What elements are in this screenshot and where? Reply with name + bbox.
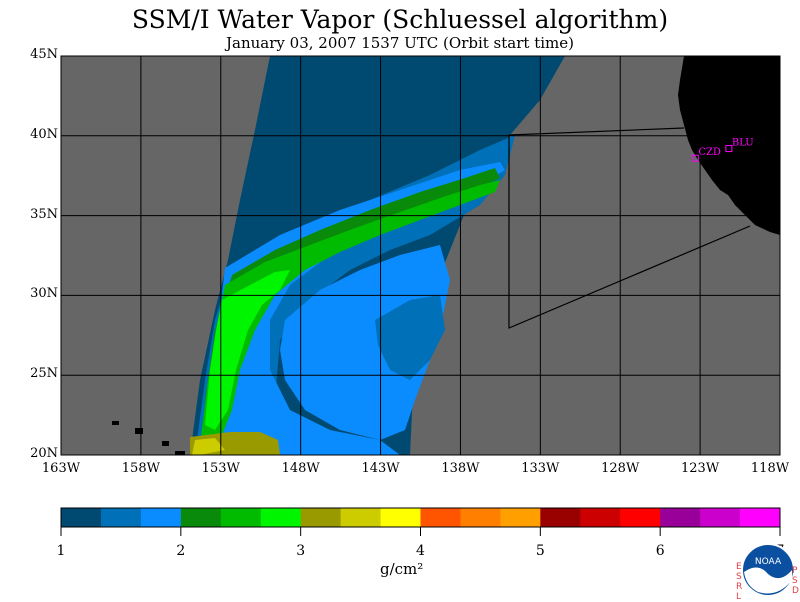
longitude-label: 148W: [281, 461, 320, 476]
longitude-label: 158W: [121, 461, 160, 476]
colorbar-swatch: [540, 508, 581, 527]
colorbar-tick-label: 6: [655, 543, 665, 559]
latitude-label: 25N: [30, 366, 58, 382]
colorbar-swatch: [700, 508, 741, 527]
colorbar-swatch: [500, 508, 541, 527]
grid-lines: [61, 56, 780, 455]
swath-band-brightgreen: [205, 270, 290, 430]
latitude-label: 30N: [30, 286, 58, 302]
colorbar-swatch: [620, 508, 661, 527]
colorbar-swatch: [300, 508, 342, 527]
longitude-label: 128W: [601, 461, 640, 476]
colorbar-swatch: [580, 508, 621, 527]
latitude-label: 35N: [30, 206, 58, 222]
colorbar-swatch: [220, 508, 262, 527]
longitude-label: 143W: [361, 461, 400, 476]
land-island-2: [135, 428, 143, 434]
colorbar-tick-label: 1: [56, 543, 66, 559]
station-marker: [725, 145, 733, 153]
region-boundary-2: [508, 135, 751, 329]
longitude-label: 153W: [201, 461, 240, 476]
colorbar-swatch: [140, 508, 182, 527]
region-boundary: [508, 127, 685, 136]
colorbar-tick-label: 4: [416, 543, 425, 559]
swath-yellowgreen: [192, 438, 225, 455]
map-title: SSM/I Water Vapor (Schluessel algorithm): [131, 5, 669, 34]
swath-band-green: [200, 180, 500, 445]
colorbar-swatch: [100, 508, 142, 527]
latitude-label: 45N: [30, 47, 58, 62]
longitude-label: 163W: [41, 461, 81, 476]
station-label: BLU: [732, 138, 754, 149]
colorbar-tick-label: 2: [176, 543, 186, 559]
colorbar-swatch: [260, 508, 302, 527]
station-label: CZD: [698, 147, 721, 158]
colorbar-swatch: [180, 508, 222, 527]
land-island-4: [175, 451, 185, 455]
land-island-1: [112, 421, 119, 425]
longitude-label: 133W: [521, 461, 560, 476]
colorbar-swatch: [660, 508, 701, 527]
colorbar: [60, 507, 781, 536]
station-marker: [691, 154, 699, 162]
colorbar-swatch: [420, 508, 461, 527]
land-island-3: [162, 441, 169, 446]
longitude-label: 123W: [681, 461, 720, 476]
colorbar-swatch: [380, 508, 421, 527]
colorbar-swatch: [340, 508, 382, 527]
colorbar-swatch: [740, 508, 781, 527]
swath-eddy-core: [375, 295, 445, 380]
latitude-label: 20N: [30, 446, 58, 461]
colorbar-tick-label: 5: [535, 543, 545, 559]
longitude-label: 118W: [750, 461, 790, 476]
map-subtitle: January 03, 2007 1537 UTC (Orbit start t…: [226, 34, 574, 52]
colorbar-tick-label: 3: [296, 543, 306, 559]
logo-text: NOAA: [755, 557, 782, 567]
map-frame: [60, 55, 781, 456]
swath-eddy: [280, 245, 450, 440]
colorbar-units: g/cm²: [380, 560, 424, 578]
station-markers: CZD BLU: [691, 138, 754, 162]
colorbar-swatch: [61, 508, 102, 527]
colorbar-swatch: [460, 508, 501, 527]
longitude-label: 138W: [441, 461, 480, 476]
latitude-label: 40N: [30, 126, 58, 142]
noaa-logo: NOAA: [741, 543, 795, 597]
